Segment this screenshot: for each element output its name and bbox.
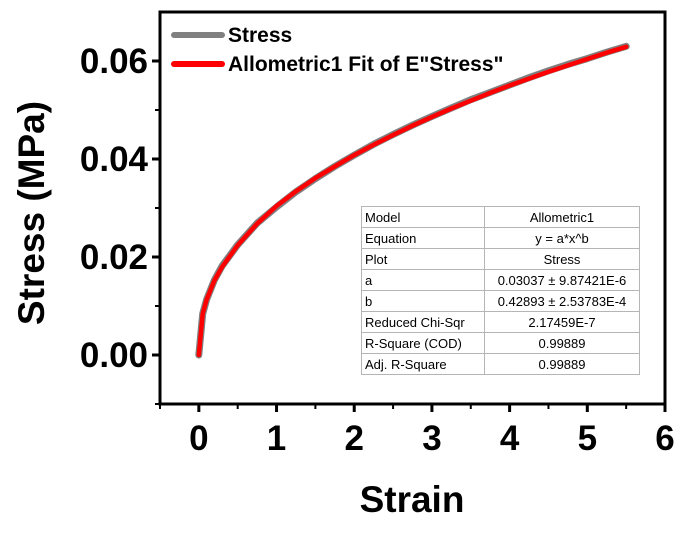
- x-tick-label: 5: [578, 419, 597, 458]
- fit-table-value: y = a*x^b: [484, 227, 640, 249]
- fit-table-row: Equation y = a*x^b: [361, 227, 640, 249]
- y-tick-label: 0.00: [80, 336, 148, 375]
- fit-table-row: Plot Stress: [361, 248, 640, 270]
- fit-table-row: Adj. R-Square 0.99889: [361, 353, 640, 375]
- x-tick-label: 0: [189, 419, 208, 458]
- fit-table-key: Adj. R-Square: [361, 353, 485, 375]
- fit-table-key: R-Square (COD): [361, 332, 485, 354]
- legend: Stress Allometric1 Fit of E"Stress": [171, 24, 503, 76]
- fit-table-row: b 0.42893 ± 2.53783E-4: [361, 290, 640, 312]
- x-tick-label: 2: [344, 419, 363, 458]
- fit-table-key: Model: [361, 206, 485, 228]
- y-axis-title: Stress (MPa): [11, 101, 52, 325]
- fit-table-value: Allometric1: [484, 206, 640, 228]
- fit-table-value: 0.03037 ± 9.87421E-6: [484, 269, 640, 291]
- fit-table-key: Equation: [361, 227, 485, 249]
- series-layer: [195, 42, 630, 359]
- fit-series-line: [196, 44, 629, 358]
- y-axis-ticks: 0.00 0.02 0.04 0.06: [80, 42, 160, 405]
- fit-table-row: Model Allometric1: [361, 206, 640, 228]
- fit-table-value: Stress: [484, 248, 640, 270]
- fit-table-value: 0.99889: [484, 353, 640, 375]
- fit-table-key: a: [361, 269, 485, 291]
- x-tick-label: 3: [422, 419, 441, 458]
- y-tick-label: 0.04: [80, 140, 149, 179]
- legend-label-fit: Allometric1 Fit of E"Stress": [228, 53, 503, 76]
- fit-table-value: 0.99889: [484, 332, 640, 354]
- fit-table-value: 2.17459E-7: [484, 311, 640, 333]
- fit-table-row: a 0.03037 ± 9.87421E-6: [361, 269, 640, 291]
- x-axis-title: Strain: [360, 479, 465, 520]
- fit-table-row: Reduced Chi-Sqr 2.17459E-7: [361, 311, 640, 333]
- x-axis-ticks: 0 1 2 3 4 5 6: [159, 404, 675, 458]
- y-tick-label: 0.06: [80, 42, 148, 81]
- fit-table-row: R-Square (COD) 0.99889: [361, 332, 640, 354]
- fit-table-key: Reduced Chi-Sqr: [361, 311, 485, 333]
- fit-table-key: b: [361, 290, 485, 312]
- x-tick-label: 6: [655, 419, 674, 458]
- legend-label-stress: Stress: [228, 24, 292, 47]
- y-tick-label: 0.02: [80, 238, 148, 277]
- fit-results-table: Model Allometric1 Equation y = a*x^b Plot Str…: [361, 206, 640, 375]
- x-tick-label: 1: [267, 419, 286, 458]
- fit-table-value: 0.42893 ± 2.53783E-4: [484, 290, 640, 312]
- x-tick-label: 4: [500, 419, 520, 458]
- fit-table-key: Plot: [361, 248, 485, 270]
